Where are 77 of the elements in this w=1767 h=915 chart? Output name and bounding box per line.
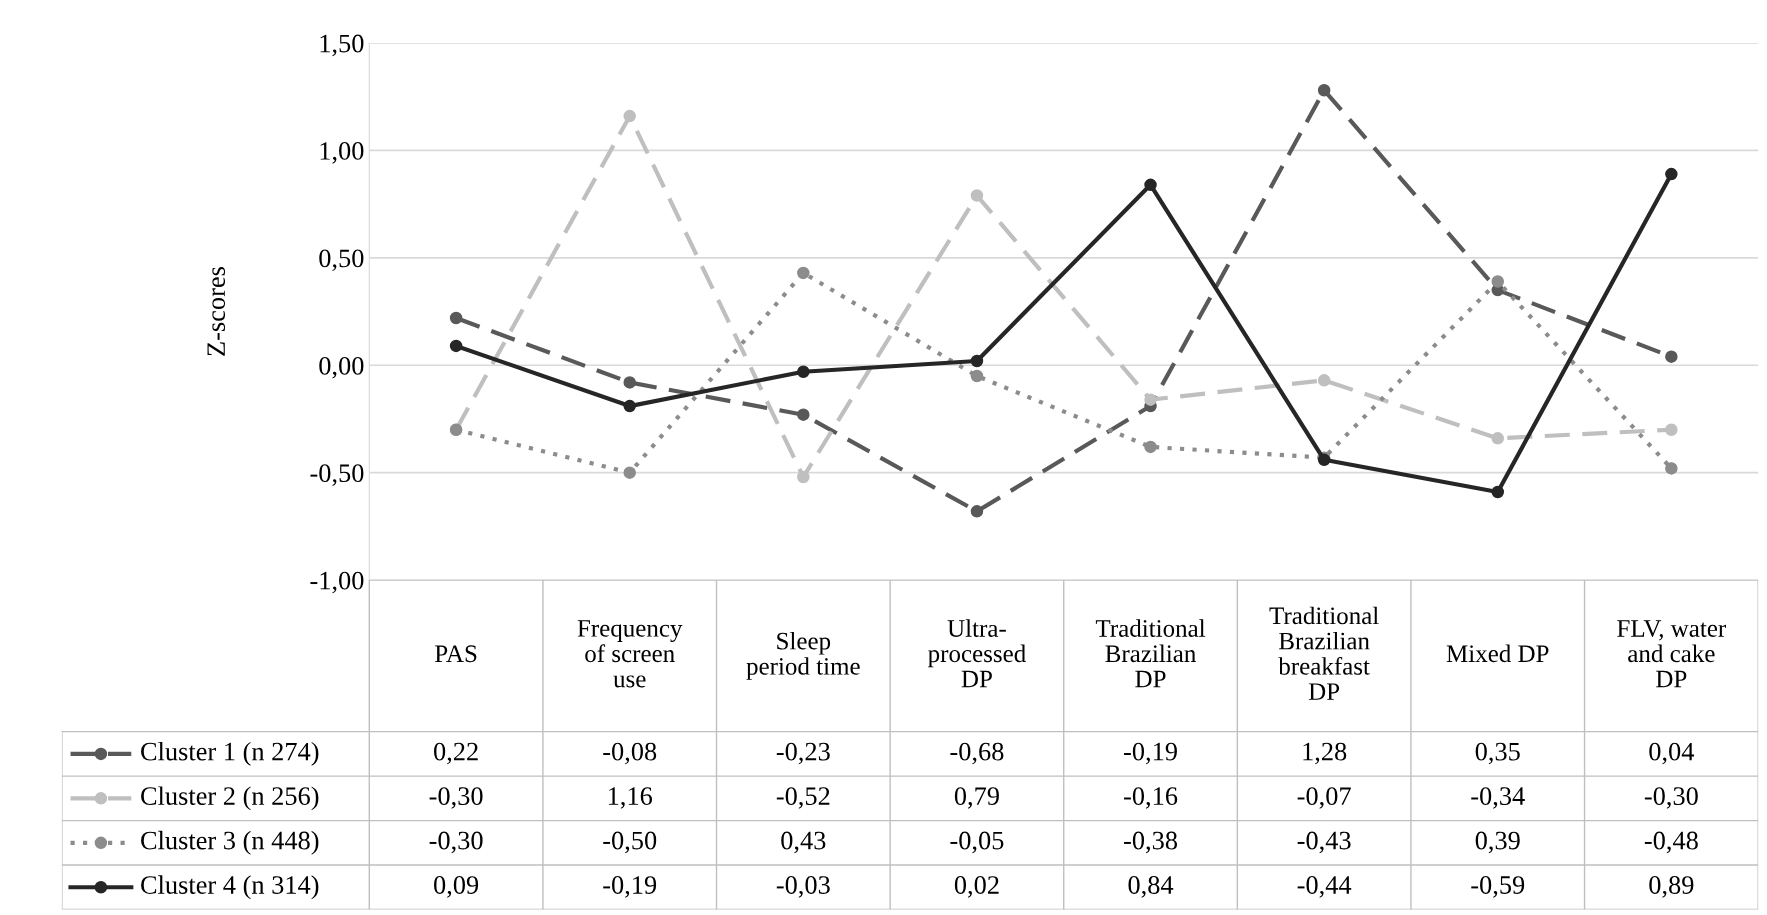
data-label: -0,07 <box>1297 787 1351 809</box>
data-label: -0,08 <box>603 742 657 765</box>
data-label: -0,34 <box>1471 787 1525 809</box>
point <box>1317 374 1331 387</box>
y-axis-title: Z-scores <box>207 267 226 356</box>
point <box>1665 167 1678 181</box>
data-label: -0,30 <box>429 831 483 854</box>
data-label: -0,05 <box>950 831 1004 854</box>
point <box>1144 440 1157 454</box>
y-tick-label: 0,00 <box>319 356 364 379</box>
x-tick-label: Mixed DP <box>1446 644 1549 663</box>
y-tick-label: 0,50 <box>319 249 364 272</box>
data-label: -0,38 <box>1124 831 1178 854</box>
data-label: -0,30 <box>429 787 483 809</box>
data-label: 0,02 <box>954 876 999 898</box>
point <box>797 365 810 378</box>
data-label: -0,16 <box>1124 787 1178 809</box>
point <box>1665 350 1678 363</box>
data-label: -0,44 <box>1297 876 1352 898</box>
point <box>797 408 810 421</box>
point <box>970 189 984 202</box>
data-label: 1,28 <box>1303 742 1347 765</box>
x-tick-label: Traditional Brazilian DP <box>1095 619 1206 688</box>
point <box>1317 84 1331 97</box>
data-label: 0,39 <box>1475 831 1520 854</box>
legend-label: Cluster 1 (n 274) <box>141 741 319 766</box>
data-label: 0,35 <box>1475 742 1520 765</box>
x-tick-label: Traditional Brazilian breakfast DP <box>1269 606 1379 700</box>
data-label: 0,79 <box>954 787 999 809</box>
point <box>970 369 984 383</box>
point <box>623 376 636 389</box>
point <box>449 311 463 325</box>
data-label: -0,50 <box>603 831 657 854</box>
point <box>1144 178 1157 192</box>
point <box>1665 423 1678 436</box>
point <box>797 470 810 484</box>
point <box>623 466 636 479</box>
point <box>1144 393 1157 406</box>
y-tick-label: 1,50 <box>320 34 364 57</box>
x-tick-label: FLV, water and cake DP <box>1617 620 1727 688</box>
data-label: -0,59 <box>1471 876 1525 898</box>
data-label: -0,19 <box>1124 742 1177 765</box>
legend-label: Cluster 4 (n 314) <box>141 875 319 900</box>
data-label: 0,22 <box>434 742 478 765</box>
data-label: -0,03 <box>776 876 830 898</box>
point <box>970 505 984 518</box>
x-tick-label: Frequency of screen use <box>577 620 683 688</box>
data-label: -0,43 <box>1297 831 1351 854</box>
point <box>1491 432 1505 445</box>
x-tick-label: Sleep period time <box>746 631 860 680</box>
data-label: -0,23 <box>776 742 830 765</box>
data-label: -0,48 <box>1644 831 1698 854</box>
y-tick-label: 1,00 <box>320 142 364 164</box>
point <box>1491 275 1505 288</box>
x-tick-label: PAS <box>435 645 477 663</box>
data-label: -0,19 <box>603 876 657 898</box>
data-label: -0,30 <box>1644 787 1698 809</box>
data-label: -0,68 <box>950 742 1004 765</box>
data-label: -0,52 <box>776 787 830 809</box>
legend-label: Cluster 2 (n 256) <box>141 786 319 811</box>
data-label: 0,43 <box>781 831 826 854</box>
point <box>623 399 636 413</box>
point <box>1491 485 1505 499</box>
point <box>797 266 810 280</box>
data-label: 0,09 <box>434 876 479 898</box>
y-tick-label: -1,00 <box>310 571 364 594</box>
point <box>1665 462 1678 475</box>
point <box>970 354 984 368</box>
point <box>623 109 636 123</box>
x-tick-label: Ultra- processed DP <box>928 619 1026 688</box>
data-label: 0,84 <box>1128 876 1174 898</box>
legend-label: Cluster 3 (n 448) <box>141 830 319 855</box>
y-tick-label: -0,50 <box>310 464 364 486</box>
data-label: 1,16 <box>608 787 653 809</box>
point <box>449 339 463 353</box>
data-label: 0,04 <box>1649 742 1695 765</box>
data-label: 0,89 <box>1649 876 1694 898</box>
